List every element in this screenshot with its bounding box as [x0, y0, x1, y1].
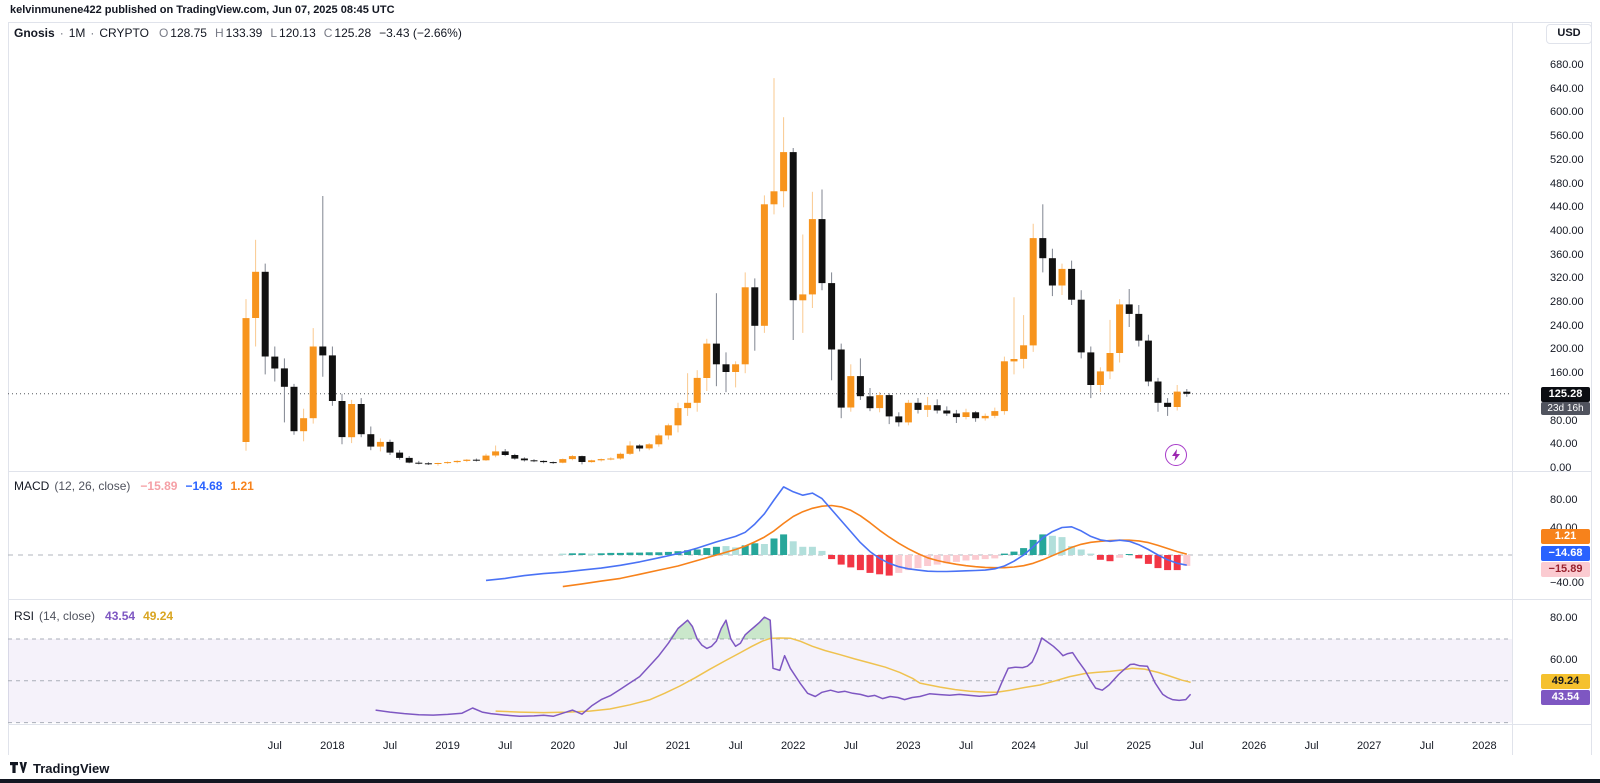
published-line: kelvinmunene422 published on TradingView…: [10, 4, 395, 16]
rsi-value: 43.54: [105, 609, 136, 623]
time-tick-label: Jul: [1189, 740, 1204, 752]
time-tick-label: 2018: [320, 740, 345, 752]
close-value: 125.28: [334, 26, 372, 40]
currency-button[interactable]: USD: [1546, 24, 1592, 44]
time-axis-separator: [8, 724, 1591, 725]
market-label: CRYPTO: [99, 26, 149, 40]
high-value: 133.39: [225, 26, 263, 40]
time-tick-label: Jul: [1304, 740, 1319, 752]
rsi-value-badge: 43.54: [1541, 689, 1590, 705]
axis-tick-label: 400.00: [1550, 224, 1584, 237]
rsi-ma-value: 49.24: [143, 609, 174, 623]
price-axis-separator[interactable]: [1512, 22, 1513, 755]
interval-label[interactable]: 1M: [68, 26, 86, 40]
separator-dot: ·: [59, 26, 64, 40]
axis-tick-label: −40.00: [1550, 576, 1584, 589]
time-tick-label: 2020: [550, 740, 576, 752]
low-label: L: [270, 26, 278, 40]
macd-row: MACD (12, 26, close) −15.89 −14.68 1.21: [14, 479, 254, 493]
macd-title[interactable]: MACD: [14, 479, 50, 493]
axis-tick-label: 600.00: [1550, 106, 1584, 119]
current-price-badge: 125.28: [1541, 387, 1590, 402]
time-tick-label: 2019: [435, 740, 460, 752]
time-tick-label: Jul: [498, 740, 513, 752]
bar-countdown-badge: 23d 16h: [1541, 402, 1590, 415]
axis-tick-label: 440.00: [1550, 201, 1584, 214]
rsi-ma-badge: 49.24: [1541, 674, 1590, 689]
time-tick-label: 2028: [1472, 740, 1497, 752]
axis-tick-label: 680.00: [1550, 59, 1584, 72]
time-tick-label: Jul: [843, 740, 858, 752]
frame-top: [8, 22, 1591, 23]
separator-dot: ·: [90, 26, 95, 40]
low-value: 120.13: [279, 26, 316, 40]
high-label: H: [214, 26, 224, 40]
time-tick-label: Jul: [382, 740, 398, 752]
open-label: O: [158, 26, 169, 40]
bottom-bar: [0, 779, 1600, 783]
pane-separator-macd[interactable]: [8, 471, 1591, 472]
axis-tick-label: 160.00: [1550, 367, 1584, 380]
axis-tick-label: 80.00: [1550, 414, 1578, 427]
axis-tick-label: 80.00: [1550, 494, 1578, 506]
symbol-row: Gnosis · 1M · CRYPTO O 128.75 H 133.39 L…: [14, 26, 462, 40]
frame-left: [8, 22, 9, 755]
macd-hist-value: −15.89: [140, 479, 178, 493]
open-value: 128.75: [170, 26, 207, 40]
time-tick-label: Jul: [1074, 740, 1089, 752]
axis-tick-label: 280.00: [1550, 296, 1584, 309]
axis-tick-label: 200.00: [1550, 343, 1584, 356]
time-tick-label: 2023: [896, 740, 921, 752]
change-value: −3.43 (−2.66%): [379, 26, 462, 40]
frame-right: [1591, 22, 1592, 755]
macd-line-value: −14.68: [185, 479, 223, 493]
axis-tick-label: 520.00: [1550, 153, 1584, 166]
bolt-glyph: [1172, 449, 1180, 461]
footer-brand[interactable]: TradingView: [10, 761, 109, 776]
macd-line-badge: −14.68: [1541, 545, 1590, 561]
axis-tick-label: 240.00: [1550, 319, 1584, 332]
close-label: C: [323, 26, 333, 40]
brand-text: TradingView: [33, 761, 110, 776]
time-tick-label: Jul: [1419, 740, 1434, 752]
macd-params: (12, 26, close): [54, 479, 131, 493]
rsi-row: RSI (14, close) 43.54 49.24: [14, 609, 173, 623]
time-tick-label: 2022: [780, 740, 806, 752]
time-tick-label: 2024: [1011, 740, 1036, 752]
axis-tick-label: 560.00: [1550, 130, 1584, 143]
pane-separator-rsi[interactable]: [8, 599, 1591, 600]
axis-tick-label: 480.00: [1550, 177, 1584, 190]
axis-tick-label: 640.00: [1550, 82, 1584, 95]
time-tick-label: Jul: [728, 740, 743, 752]
time-tick-label: Jul: [267, 740, 282, 752]
axis-tick-label: 60.00: [1550, 653, 1578, 666]
rsi-title[interactable]: RSI: [14, 609, 35, 623]
macd-hist-badge: −15.89: [1541, 562, 1590, 577]
time-tick-label: 2021: [665, 740, 691, 752]
time-tick-label: Jul: [613, 740, 628, 752]
axis-tick-label: 40.00: [1550, 438, 1578, 451]
time-tick-label: 2026: [1241, 740, 1267, 752]
axis-tick-label: 80.00: [1550, 612, 1578, 625]
time-tick-label: 2025: [1126, 740, 1152, 752]
axis-tick-label: 320.00: [1550, 272, 1584, 285]
symbol-name[interactable]: Gnosis: [14, 26, 55, 40]
time-tick-label: Jul: [958, 740, 974, 752]
axis-tick-label: 0.00: [1550, 462, 1572, 474]
lightning-icon[interactable]: [1165, 444, 1187, 466]
macd-signal-value: 1.21: [230, 479, 254, 493]
axis-tick-label: 360.00: [1550, 248, 1584, 261]
time-tick-label: 2027: [1356, 740, 1382, 752]
macd-signal-badge: 1.21: [1541, 529, 1590, 544]
tradingview-logo-icon: [10, 762, 27, 773]
rsi-params: (14, close): [39, 609, 96, 623]
